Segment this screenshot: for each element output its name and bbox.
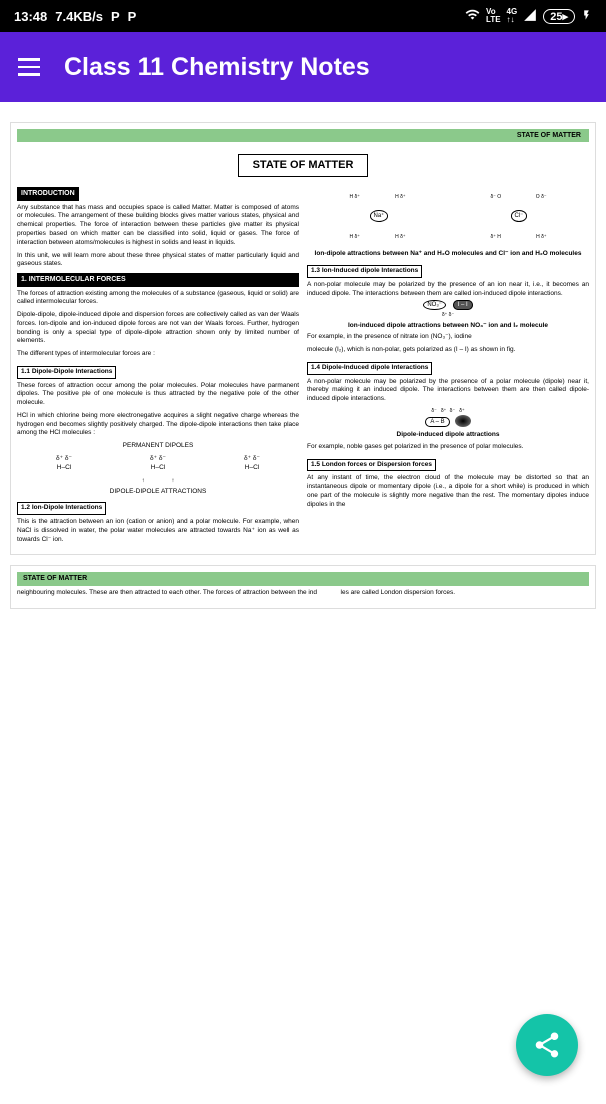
parking-icon-1: P — [111, 9, 120, 24]
sub-1-2: 1.2 Ion-Dipole Interactions — [17, 502, 106, 515]
diag-cap-3: Dipole-induced dipole attractions — [307, 431, 589, 440]
status-time: 13:48 — [14, 9, 47, 24]
signal-icon — [523, 8, 537, 25]
page2-banner: STATE OF MATTER — [17, 572, 589, 585]
document-viewer[interactable]: STATE OF MATTER STATE OF MATTER INTRODUC… — [0, 102, 606, 639]
s14-para-2: For example, noble gases get polarized i… — [307, 443, 589, 452]
s1-para-1: The forces of attraction existing among … — [17, 290, 299, 308]
net-icon: 4G↑↓ — [507, 8, 518, 24]
page-banner: STATE OF MATTER — [17, 129, 589, 142]
status-bar: 13:48 7.4KB/s P P VoLTE 4G↑↓ 25▸ — [0, 0, 606, 32]
s13-para-2: For example, in the presence of nitrate … — [307, 333, 589, 342]
parking-icon-2: P — [128, 9, 137, 24]
volte-icon: VoLTE — [486, 8, 501, 24]
dipole-induced-diagram: δ⁻ δ⁺ δ⁻ δ⁺ A – B — [307, 408, 589, 427]
s15-para-1: At any instant of time, the electron clo… — [307, 474, 589, 509]
perm-dipoles-label: PERMANENT DIPOLES — [17, 442, 299, 451]
right-column: Na⁺ H δ⁺ H δ⁺ H δ⁺ H δ⁺ Cl⁻ δ⁻ O O δ⁻ δ⁺… — [307, 187, 589, 548]
s11-para-1: These forces of attraction occur among t… — [17, 382, 299, 408]
s13-para-1: A non-polar molecule may be polarized by… — [307, 281, 589, 299]
s1-para-2: Dipole-dipole, dipole-induced dipole and… — [17, 311, 299, 346]
left-column: INTRODUCTION Any substance that has mass… — [17, 187, 299, 548]
sub-1-4: 1.4 Dipole-Induced dipole Interactions — [307, 362, 432, 375]
page-title: STATE OF MATTER — [238, 154, 369, 177]
dip-attr-label: DIPOLE-DIPOLE ATTRACTIONS — [17, 488, 299, 497]
app-bar: Class 11 Chemistry Notes — [0, 32, 606, 102]
sub-1-1: 1.1 Dipole-Dipole Interactions — [17, 366, 116, 379]
s1-para-3: The different types of intermolecular fo… — [17, 350, 299, 359]
s13-para-3: molecule (I₂), which is non-polar, gets … — [307, 346, 589, 355]
page-2: STATE OF MATTER neighbouring molecules. … — [10, 565, 596, 608]
ion-induced-diagram: NO₃⁻ I – I δ⁺ δ⁻ — [307, 302, 589, 317]
diag-cap-2: Ion-induced dipole attractions between N… — [307, 322, 589, 331]
ion-dipole-diagram: Na⁺ H δ⁺ H δ⁺ H δ⁺ H δ⁺ Cl⁻ δ⁻ O O δ⁻ δ⁺… — [307, 187, 589, 247]
intro-para-1: Any substance that has mass and occupies… — [17, 204, 299, 248]
status-speed: 7.4KB/s — [55, 9, 103, 24]
share-icon — [532, 1030, 562, 1060]
menu-button[interactable] — [18, 58, 40, 76]
dipole-diagram: δ⁺ δ⁻H–Cl δ⁺ δ⁻H–Cl δ⁺ δ⁻H–Cl — [17, 455, 299, 473]
page2-para: neighbouring molecules. These are then a… — [17, 589, 589, 598]
diag-cap-1: Ion-dipole attractions between Na⁺ and H… — [307, 250, 589, 259]
bolt-icon — [581, 8, 592, 25]
s12-para-1: This is the attraction between an ion (c… — [17, 518, 299, 544]
section-1-header: 1. INTERMOLECULAR FORCES — [17, 273, 299, 286]
s11-para-2: HCl in which chlorine being more electro… — [17, 412, 299, 438]
sub-1-3: 1.3 Ion-Induced dipole Interactions — [307, 265, 422, 278]
intro-para-2: In this unit, we will learn more about t… — [17, 252, 299, 270]
s14-para-1: A non-polar molecule may be polarized by… — [307, 378, 589, 404]
wifi-icon — [465, 7, 480, 25]
intro-header: INTRODUCTION — [17, 187, 79, 200]
sub-1-5: 1.5 London forces or Dispersion forces — [307, 459, 436, 472]
page-1: STATE OF MATTER STATE OF MATTER INTRODUC… — [10, 122, 596, 555]
app-title: Class 11 Chemistry Notes — [64, 53, 370, 82]
battery-badge: 25▸ — [543, 9, 575, 24]
share-button[interactable] — [516, 1014, 578, 1076]
